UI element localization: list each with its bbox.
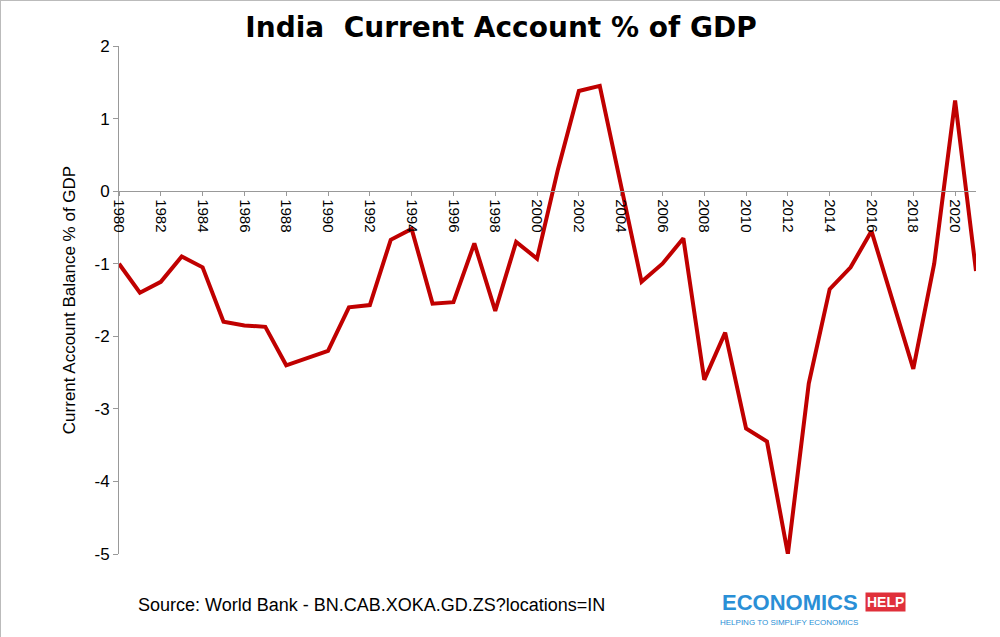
svg-text:2010: 2010 (738, 199, 755, 232)
svg-text:-3: -3 (94, 400, 109, 419)
svg-text:-4: -4 (94, 472, 109, 491)
svg-text:0: 0 (100, 182, 109, 201)
svg-text:HELP: HELP (867, 594, 904, 610)
svg-text:2002: 2002 (571, 199, 588, 232)
svg-text:2: 2 (100, 37, 109, 56)
svg-text:2006: 2006 (655, 199, 672, 232)
svg-text:1984: 1984 (195, 199, 212, 232)
svg-text:1982: 1982 (153, 199, 170, 232)
svg-text:2004: 2004 (613, 199, 630, 232)
svg-text:ECONOMICS: ECONOMICS (722, 590, 858, 615)
svg-text:2018: 2018 (905, 199, 922, 232)
svg-text:2000: 2000 (529, 199, 546, 232)
svg-text:2016: 2016 (864, 199, 881, 232)
svg-text:2014: 2014 (822, 199, 839, 232)
svg-text:Current Account Balance % of G: Current Account Balance % of GDP (60, 166, 79, 434)
svg-text:1996: 1996 (446, 199, 463, 232)
svg-text:-2: -2 (94, 327, 109, 346)
svg-text:1986: 1986 (237, 199, 254, 232)
svg-text:HELPING TO SIMPLIFY ECONOMICS: HELPING TO SIMPLIFY ECONOMICS (720, 618, 858, 627)
svg-text:-5: -5 (94, 545, 109, 564)
svg-text:2008: 2008 (696, 199, 713, 232)
svg-text:1992: 1992 (362, 199, 379, 232)
svg-text:India Current Account % of GD: India Current Account % of GDP (245, 11, 756, 44)
svg-text:2020: 2020 (947, 199, 964, 232)
svg-text:1998: 1998 (487, 199, 504, 232)
svg-text:2012: 2012 (780, 199, 797, 232)
svg-text:1994: 1994 (404, 199, 421, 232)
svg-text:1990: 1990 (320, 199, 337, 232)
svg-text:Source: World Bank - BN.CAB.XO: Source: World Bank - BN.CAB.XOKA.GD.ZS?l… (138, 595, 605, 615)
svg-text:1988: 1988 (278, 199, 295, 232)
svg-text:1980: 1980 (111, 199, 128, 232)
svg-text:1: 1 (100, 110, 109, 129)
svg-text:-1: -1 (94, 255, 109, 274)
